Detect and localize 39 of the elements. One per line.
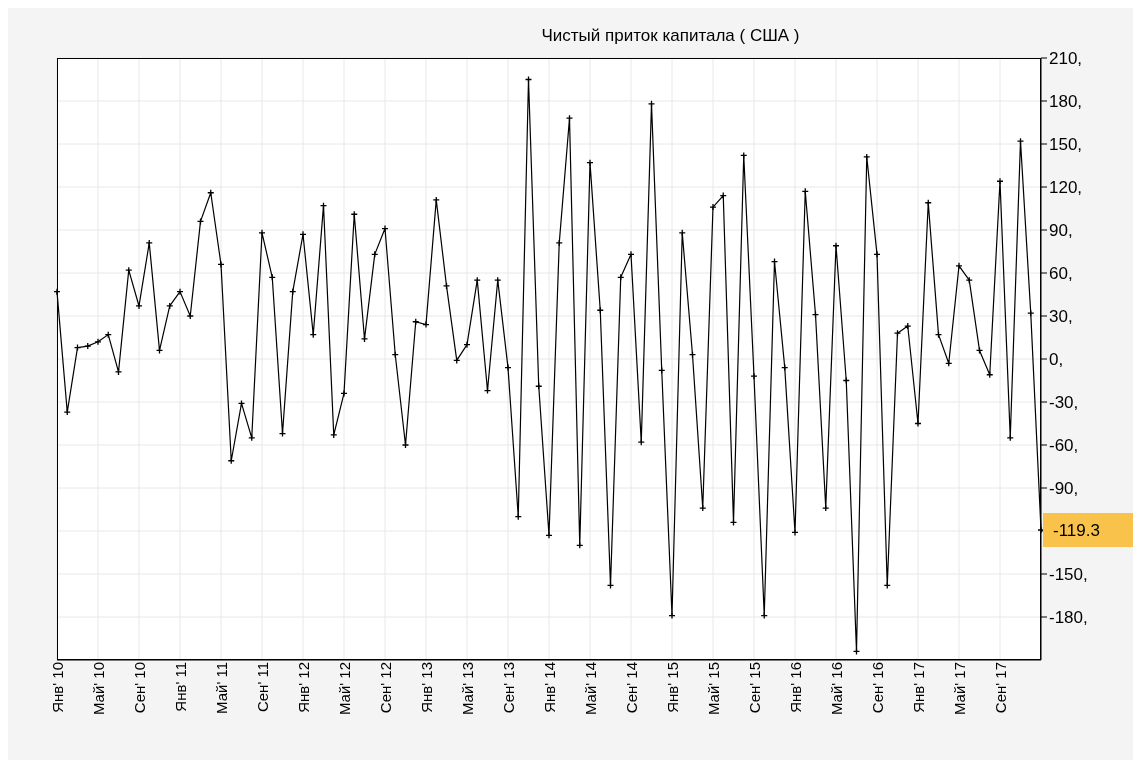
x-tick-label: Май' 12 xyxy=(335,662,353,716)
x-tick-label: Янв' 14 xyxy=(540,662,558,713)
x-tick-label: Май' 17 xyxy=(950,662,968,716)
y-tick-label: -60, xyxy=(1049,436,1079,456)
x-tick-label: Янв' 11 xyxy=(171,662,189,712)
x-tick-label: Сен' 15 xyxy=(745,662,763,714)
y-tick-label: 0, xyxy=(1049,350,1064,370)
x-tick-label: Сен' 12 xyxy=(376,662,394,714)
x-tick-label: Сен' 17 xyxy=(991,662,1009,714)
x-tick-label: Сен' 13 xyxy=(499,662,517,714)
y-tick-label: 60, xyxy=(1049,264,1073,284)
x-tick-label: Янв' 15 xyxy=(663,662,681,713)
x-tick-label: Сен' 16 xyxy=(868,662,886,714)
y-tick-label: 90, xyxy=(1049,221,1073,241)
x-tick-label: Сен' 11 xyxy=(253,662,271,713)
x-tick-label: Май' 16 xyxy=(827,662,845,716)
x-tick-label: Сен' 10 xyxy=(130,662,148,714)
y-tick-label: 120, xyxy=(1049,178,1083,198)
y-tick-label: 210, xyxy=(1049,49,1083,69)
y-tick-label: 180, xyxy=(1049,92,1083,112)
x-tick-label: Май' 13 xyxy=(458,662,476,716)
y-tick-label: -90, xyxy=(1049,479,1079,499)
x-tick-label: Янв' 16 xyxy=(786,662,804,713)
x-tick-label: Май' 10 xyxy=(89,662,107,716)
x-tick-label: Янв' 10 xyxy=(48,662,66,713)
x-tick-label: Янв' 12 xyxy=(294,662,312,713)
y-tick-label: -30, xyxy=(1049,393,1079,413)
chart-title: Чистый приток капитала ( США ) xyxy=(540,26,801,46)
y-tick-label: 150, xyxy=(1049,135,1083,155)
y-tick-label: -180, xyxy=(1049,608,1088,628)
x-tick-label: Янв' 17 xyxy=(909,662,927,713)
x-tick-label: Май' 11 xyxy=(212,662,230,714)
x-tick-label: Янв' 13 xyxy=(417,662,435,713)
data-label: -119.3 xyxy=(1053,521,1100,540)
y-tick-label: 30, xyxy=(1049,307,1073,327)
y-tick-label: -150, xyxy=(1049,565,1088,585)
x-tick-label: Май' 15 xyxy=(704,662,722,716)
x-tick-label: Сен' 14 xyxy=(622,662,640,714)
x-tick-label: Май' 14 xyxy=(581,662,599,716)
